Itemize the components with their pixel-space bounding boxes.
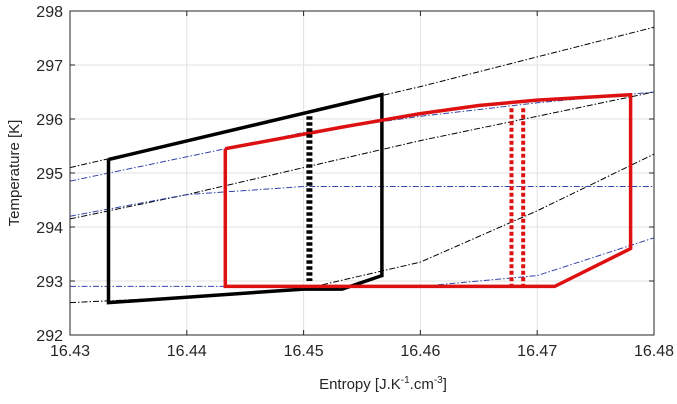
y-tick-label-6: 298 <box>36 4 63 21</box>
x-axis-label-main: Entropy [J.K <box>319 376 401 393</box>
y-tick-label-5: 297 <box>36 58 63 75</box>
x-axis-label: Entropy [J.K-1.cm-3] <box>319 375 447 393</box>
y-tick-label-2: 294 <box>36 220 63 237</box>
x-tick-label-3: 16.46 <box>400 343 440 360</box>
x-tick-label-5: 16.48 <box>634 343 674 360</box>
series-line-1 <box>70 91 654 220</box>
x-axis-label-sup2: -3 <box>434 375 443 386</box>
y-tick-label-1: 293 <box>36 274 63 291</box>
y-tick-label-3: 295 <box>36 166 63 183</box>
series-line-7 <box>223 92 633 289</box>
series-line-4 <box>70 186 654 217</box>
series-line-6 <box>106 92 384 305</box>
x-axis-label-end: ] <box>443 376 447 393</box>
x-tick-label-4: 16.47 <box>517 343 557 360</box>
y-tick-label-0: 292 <box>36 328 63 345</box>
series-group <box>70 26 654 305</box>
x-axis-label-sup1: -1 <box>401 375 410 386</box>
x-tick-label-0: 16.43 <box>50 343 90 360</box>
axes <box>69 10 655 336</box>
x-tick-label-1: 16.44 <box>167 343 207 360</box>
y-axis-label: Temperature [K] <box>6 120 23 227</box>
plot-area <box>70 26 654 305</box>
x-axis-label-mid: .cm <box>410 376 434 393</box>
x-tick-label-2: 16.45 <box>284 343 324 360</box>
tick-labels: 16.43 16.44 16.45 16.46 16.47 16.48 292 293 294 2… <box>36 4 674 360</box>
y-tick-label-4: 296 <box>36 112 63 129</box>
